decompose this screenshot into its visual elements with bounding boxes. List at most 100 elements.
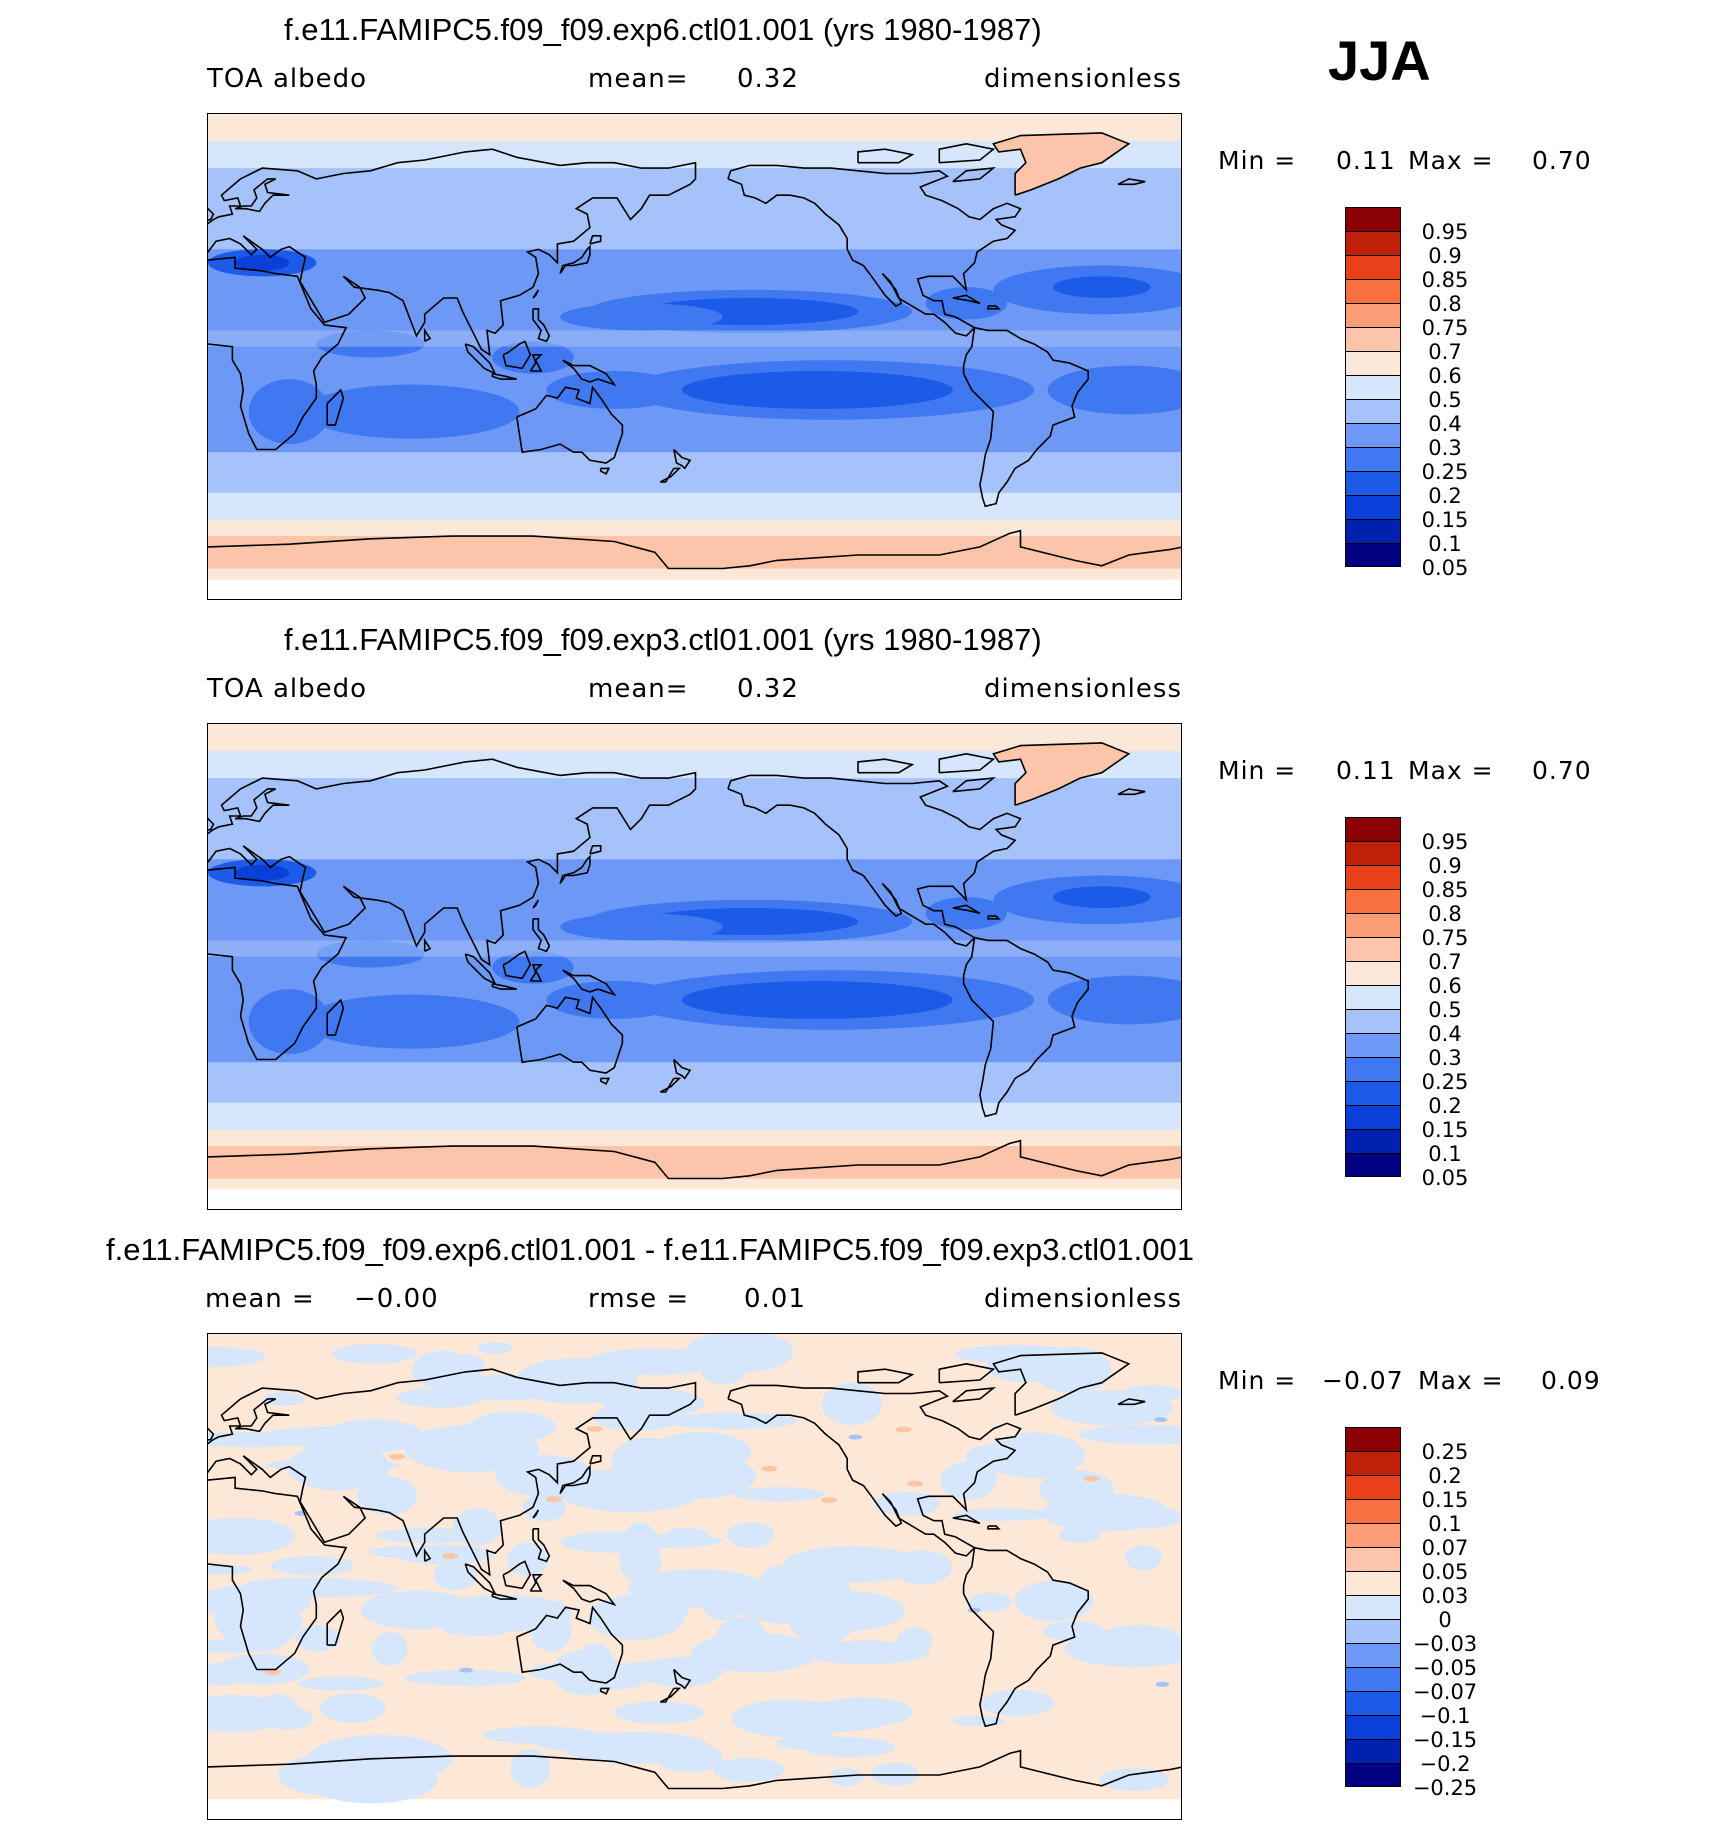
panel3-mean-label: mean = bbox=[205, 1284, 315, 1314]
coastline bbox=[599, 1077, 611, 1085]
colorbar-level-label: 0.2 bbox=[1428, 1094, 1462, 1118]
field-contour bbox=[459, 1667, 473, 1673]
colorbar-level-label: 0.9 bbox=[1428, 244, 1462, 268]
coastline bbox=[599, 467, 611, 475]
colorbar-box bbox=[1345, 1105, 1401, 1129]
coastline bbox=[562, 969, 617, 997]
colorbar-box bbox=[1345, 1595, 1401, 1619]
coastline bbox=[727, 1384, 1022, 1557]
coastline bbox=[208, 529, 1181, 570]
coastline bbox=[532, 918, 551, 953]
field-contour bbox=[701, 1360, 745, 1385]
panel2-max-value: 0.70 bbox=[1532, 756, 1592, 785]
coastline bbox=[208, 817, 215, 831]
field-contour bbox=[987, 1352, 1068, 1383]
field-contour bbox=[546, 371, 682, 409]
colorbar-box bbox=[1345, 423, 1401, 447]
field-contour bbox=[1014, 1580, 1093, 1622]
season-label: JJA bbox=[1328, 29, 1431, 92]
field-contour bbox=[357, 1476, 418, 1516]
colorbar-box bbox=[1345, 841, 1401, 865]
field-contour bbox=[1053, 886, 1151, 908]
panel1-min-label: Min = bbox=[1218, 146, 1297, 175]
colorbar-box bbox=[1345, 351, 1401, 375]
field-contour bbox=[925, 897, 1007, 930]
colorbar-level-label: 0.25 bbox=[1421, 460, 1469, 484]
coastline bbox=[326, 388, 345, 426]
coastline bbox=[952, 904, 981, 915]
colorbar-level-label: 0.7 bbox=[1428, 950, 1462, 974]
colorbar-box bbox=[1345, 231, 1401, 255]
field-contour bbox=[760, 1465, 778, 1472]
colorbar-box bbox=[1345, 447, 1401, 471]
colorbar-level-label: 0.8 bbox=[1428, 902, 1462, 926]
coastline bbox=[234, 788, 290, 823]
field-contour bbox=[690, 1632, 820, 1673]
colorbar-box bbox=[1345, 1081, 1401, 1105]
coastline bbox=[208, 207, 215, 221]
field-contour bbox=[297, 1676, 384, 1691]
coastline bbox=[532, 289, 540, 299]
panel3-map-svg bbox=[208, 1334, 1181, 1819]
colorbar-box bbox=[1345, 817, 1401, 841]
field-contour bbox=[208, 940, 1181, 957]
field-contour bbox=[907, 1480, 924, 1487]
field-contour bbox=[586, 1425, 603, 1432]
colorbar-level-label: −0.1 bbox=[1419, 1704, 1471, 1728]
coastline bbox=[952, 1514, 981, 1525]
colorbar-box bbox=[1345, 1033, 1401, 1057]
colorbar-level-label: 0.75 bbox=[1421, 926, 1469, 950]
coastline bbox=[529, 354, 544, 372]
coastline bbox=[502, 340, 532, 370]
coastline bbox=[987, 1525, 1001, 1530]
field-contour bbox=[248, 989, 330, 1055]
coastline bbox=[659, 1077, 682, 1093]
field-contour bbox=[965, 1440, 1080, 1474]
colorbar-box bbox=[1345, 375, 1401, 399]
field-contour bbox=[208, 536, 1181, 569]
colorbar-level-label: 0.6 bbox=[1428, 364, 1462, 388]
field-contour bbox=[940, 1461, 997, 1500]
colorbar-box bbox=[1345, 865, 1401, 889]
field-contour bbox=[560, 913, 723, 941]
colorbar-box bbox=[1345, 1691, 1401, 1715]
colorbar-box bbox=[1345, 303, 1401, 327]
field-contour bbox=[1078, 1424, 1181, 1445]
colorbar-box bbox=[1345, 207, 1401, 231]
colorbar-level-label: −0.2 bbox=[1419, 1752, 1471, 1776]
colorbar-level-label: 0.15 bbox=[1421, 508, 1469, 532]
coastline bbox=[208, 1427, 215, 1441]
panel2-title: f.e11.FAMIPC5.f09_f09.exp3.ctl01.001 (yr… bbox=[284, 622, 1042, 657]
coastline bbox=[516, 1605, 624, 1684]
colorbar-box bbox=[1345, 471, 1401, 495]
field-contour bbox=[604, 1399, 690, 1414]
field-contour bbox=[546, 981, 682, 1019]
coastline bbox=[559, 1464, 591, 1495]
field-contour bbox=[411, 1350, 474, 1389]
field-contour bbox=[564, 1470, 688, 1485]
field-contour bbox=[759, 1601, 893, 1617]
coastline bbox=[673, 448, 692, 470]
coastline bbox=[423, 937, 432, 953]
coastline bbox=[208, 1368, 697, 1577]
coastline bbox=[208, 1139, 1181, 1180]
colorbar-level-label: 0.15 bbox=[1421, 1488, 1469, 1512]
coastline bbox=[938, 1362, 996, 1384]
field-contour bbox=[208, 1431, 326, 1448]
panel1-title: f.e11.FAMIPC5.f09_f09.exp6.ctl01.001 (yr… bbox=[284, 12, 1042, 47]
coastline bbox=[559, 244, 591, 275]
colorbar-box bbox=[1345, 327, 1401, 351]
colorbar-box bbox=[1345, 1619, 1401, 1643]
panel2-max-label: Max = bbox=[1408, 756, 1494, 785]
coastline bbox=[559, 854, 591, 885]
coastline bbox=[857, 148, 915, 164]
colorbar-box bbox=[1345, 1475, 1401, 1499]
colorbar-box bbox=[1345, 937, 1401, 961]
field-contour bbox=[208, 1564, 252, 1576]
field-contour bbox=[1109, 1504, 1181, 1529]
panel1-min-value: 0.11 bbox=[1336, 146, 1396, 175]
field-contour bbox=[482, 1726, 597, 1744]
panel2-map-svg bbox=[208, 724, 1181, 1209]
field-contour bbox=[993, 742, 1129, 806]
field-contour bbox=[506, 1542, 549, 1577]
